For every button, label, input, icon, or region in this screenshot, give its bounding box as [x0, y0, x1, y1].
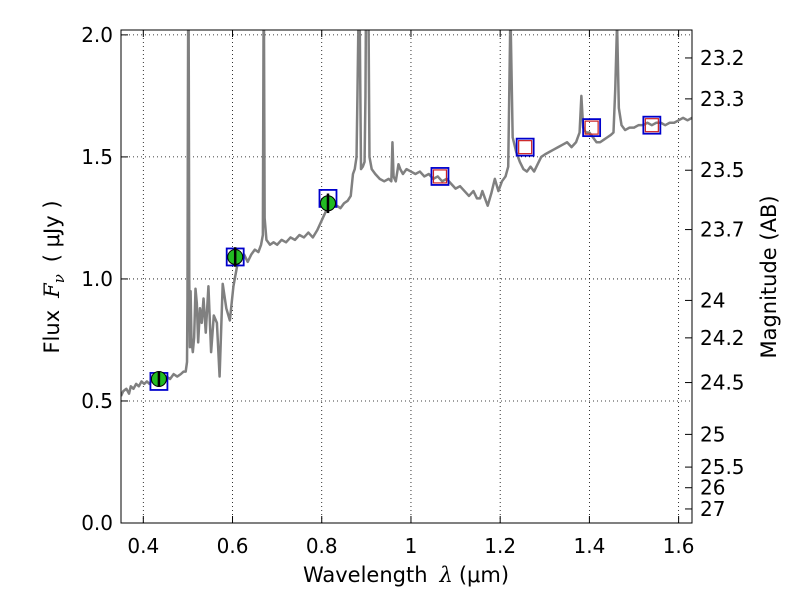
upper-limit-marker	[584, 120, 599, 135]
left-y-axis-title-symbol: F	[40, 282, 64, 299]
x-tick-label: 1.4	[573, 534, 605, 558]
left-y-axis-title-subscript: ν	[50, 274, 68, 283]
right-y-tick-label: 24.2	[700, 326, 745, 350]
left-y-axis-title-prefix: Flux	[40, 310, 64, 354]
left-y-axis-title: Flux Fν ( μJy )	[40, 200, 68, 353]
left-y-tick-label: 1.0	[81, 267, 113, 291]
right-y-tick-label: 23.2	[700, 46, 745, 70]
right-y-tick-label: 25.5	[700, 455, 745, 479]
model-spectrum-line	[121, 30, 692, 397]
model-photometry-box	[642, 115, 662, 135]
right-y-tick-label: 26	[700, 476, 725, 500]
x-tick-label: 0.8	[306, 534, 338, 558]
right-y-axis-title: Magnitude (AB)	[757, 195, 781, 358]
x-tick-label: 1.6	[663, 534, 695, 558]
plot-frame	[120, 29, 693, 524]
right-y-tick-label: 27	[700, 497, 725, 521]
model-spectrum-layer	[121, 30, 692, 397]
model-photometry-box	[430, 167, 450, 186]
left-y-axis-title-unit: ( μJy )	[40, 200, 64, 262]
right-y-tick-label: 23.5	[700, 158, 745, 182]
right-y-tick-label: 23.3	[700, 87, 745, 111]
upper-limit-marker	[432, 169, 448, 184]
left-y-tick-label: 1.5	[81, 145, 113, 169]
left-y-tick-label: 0.5	[81, 389, 113, 413]
x-tick-label: 1	[405, 534, 418, 558]
upper-limit-marker	[518, 140, 533, 155]
right-y-tick-label: 25	[700, 422, 725, 446]
tick-labels: 0.4 0.6 0.8 1 1.2 1.4 1.6 0.0 0.5 1.0 1.5 2.0 23.2 23…	[81, 23, 744, 558]
x-axis-title-unit: (μm)	[459, 563, 509, 587]
x-tick-label: 0.4	[127, 534, 159, 558]
x-axis-title: Wavelength λ (μm)	[303, 563, 509, 587]
axis-ticks	[121, 30, 692, 524]
right-y-tick-label: 24	[700, 288, 725, 312]
left-y-tick-label: 2.0	[81, 23, 113, 47]
photometry-markers	[149, 115, 662, 391]
right-y-tick-label: 24.5	[700, 371, 745, 395]
model-photometry-box	[582, 118, 602, 138]
grid-lines	[121, 30, 692, 524]
model-photometry-box	[515, 137, 535, 157]
x-axis-title-symbol: λ	[439, 563, 453, 587]
right-y-tick-label: 23.7	[700, 218, 745, 242]
left-y-tick-label: 0.0	[81, 511, 113, 535]
x-axis-title-prefix: Wavelength	[303, 563, 428, 587]
x-tick-label: 1.2	[484, 534, 516, 558]
x-tick-label: 0.6	[217, 534, 249, 558]
upper-limit-marker	[644, 118, 659, 133]
